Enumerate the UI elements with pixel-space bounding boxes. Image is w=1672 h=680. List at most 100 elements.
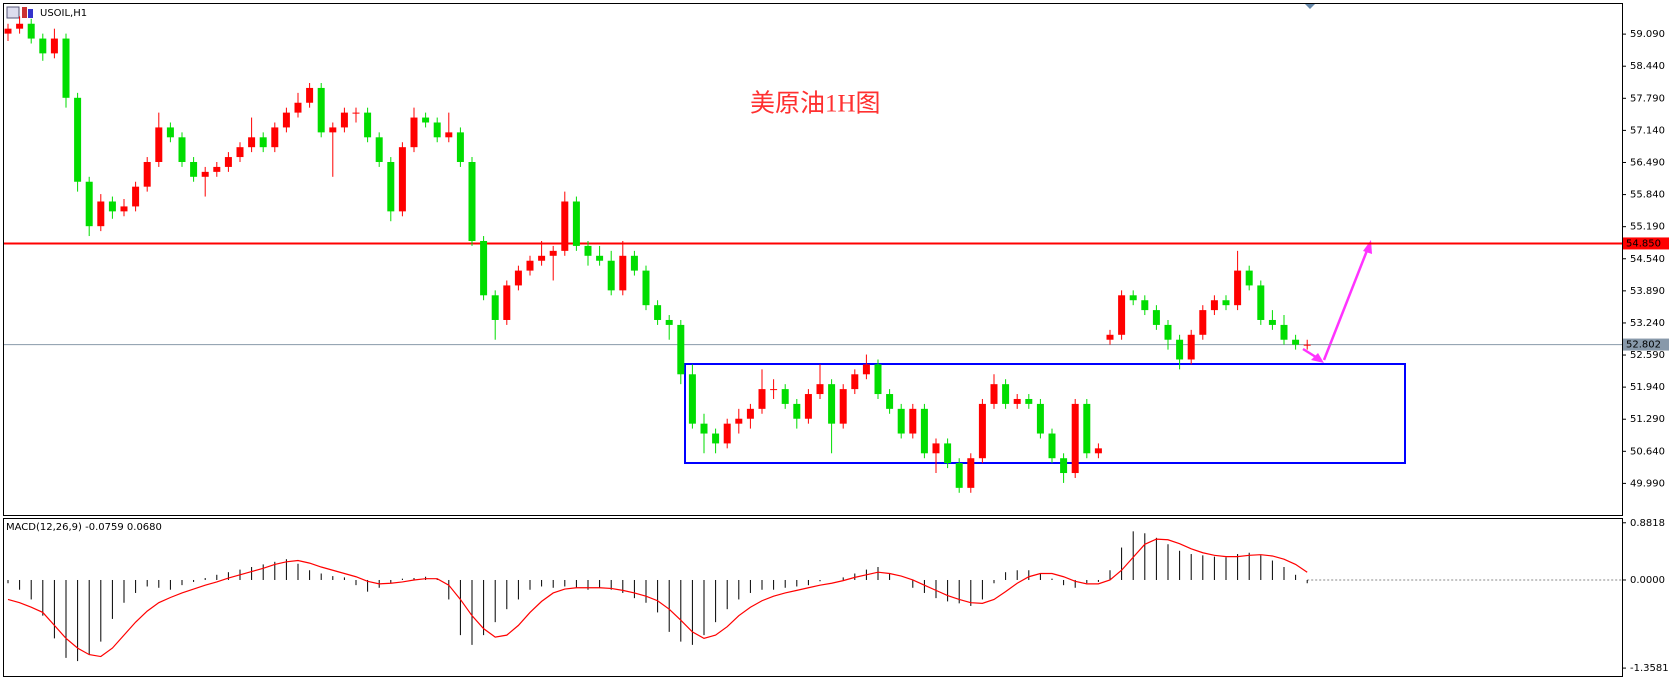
candle-body (4, 28, 12, 34)
candle-body (16, 23, 24, 29)
candle-body (213, 166, 221, 172)
candle-body (572, 201, 580, 246)
candle-body (909, 408, 917, 434)
macd-panel (3, 518, 1623, 677)
price-label-bg (1623, 338, 1669, 351)
candle-body (538, 255, 546, 261)
candle-body (340, 112, 348, 128)
candle-body (549, 250, 557, 256)
candle-body (178, 137, 186, 162)
candle-body (1002, 384, 1010, 404)
candle-body (166, 127, 174, 138)
candle-body (1187, 334, 1195, 360)
y-tick-label: 54.540 (1630, 254, 1665, 265)
candle-body (828, 384, 836, 424)
candle-body (62, 38, 70, 98)
icon-part (6, 6, 20, 19)
candle-body (584, 245, 592, 256)
y-tick-label: 59.090 (1630, 29, 1665, 40)
y-tick-label: 0.0000 (1630, 575, 1665, 586)
candle-body (271, 127, 279, 148)
candle-body (770, 389, 778, 391)
candle-body (1083, 403, 1091, 454)
candle-body (897, 408, 905, 434)
y-tick-label: 0.8818 (1630, 518, 1665, 529)
candle-body (1152, 310, 1160, 325)
candle-body (27, 23, 35, 39)
y-tick-label: -1.3581 (1630, 663, 1669, 674)
shift-marker (1305, 4, 1315, 9)
candle-body (688, 374, 696, 424)
candle-body (456, 132, 464, 162)
candle-body (248, 137, 256, 148)
candle-body (978, 403, 986, 459)
candle-body (851, 374, 859, 390)
annotation: 美原油1H图 (750, 90, 881, 118)
icon-part (22, 7, 27, 18)
candle-body (816, 384, 824, 395)
candle-body (224, 157, 232, 167)
candle-body (712, 433, 720, 444)
candle-body (352, 112, 360, 114)
candle-body (561, 201, 569, 251)
candle-body (329, 127, 337, 133)
candle-body (74, 97, 82, 182)
candle-body (1176, 339, 1184, 360)
price-label-bg (1623, 237, 1669, 250)
candle-body (491, 295, 499, 320)
price-label: 54.850 (1626, 238, 1661, 249)
candle-body (294, 102, 302, 113)
arrow-up (1322, 247, 1370, 361)
candle-body (132, 186, 140, 207)
candle-body (50, 38, 58, 54)
y-tick-label: 50.640 (1630, 446, 1665, 457)
candle-body (1106, 334, 1114, 340)
candle-body (1129, 295, 1137, 301)
candle-body (677, 324, 685, 375)
candle-body (282, 112, 290, 128)
macd-title: MACD(12,26,9) -0.0759 0.0680 (6, 522, 162, 533)
candle-body (1303, 344, 1311, 346)
icon-part (28, 9, 33, 18)
candle-body (97, 201, 105, 227)
candle-body (1257, 285, 1265, 320)
candle-body (642, 270, 650, 306)
candle-body (1036, 403, 1044, 434)
candle-body (630, 255, 638, 271)
price-label: 52.802 (1626, 340, 1661, 351)
candle-body (364, 112, 372, 138)
y-tick-label: 56.490 (1630, 157, 1665, 168)
candle-body (793, 403, 801, 419)
candle-body (143, 161, 151, 187)
candle-body (735, 418, 743, 424)
symbol-title: USOIL,H1 (40, 8, 87, 19)
candle-body (967, 458, 975, 488)
candle-body (1141, 300, 1149, 311)
candle-body (1222, 300, 1230, 306)
candle-body (607, 260, 615, 291)
candle-body (596, 255, 604, 261)
candle-body (1094, 448, 1102, 454)
candle-body (433, 122, 441, 138)
candle-body (1164, 324, 1172, 340)
candle-body (1060, 458, 1068, 474)
candle-body (839, 389, 847, 424)
y-tick-label: 51.940 (1630, 382, 1665, 393)
y-tick-label: 53.890 (1630, 286, 1665, 297)
candle-body (1268, 319, 1276, 325)
candle-body (422, 117, 430, 123)
candle-body (120, 206, 128, 212)
candle-body (781, 389, 789, 404)
price-panel (3, 3, 1623, 516)
candle-body (1071, 403, 1079, 474)
candle-body (990, 384, 998, 404)
symbol-icon (6, 6, 33, 19)
candle-body (468, 161, 476, 241)
candle-body (1199, 310, 1207, 335)
candle-body (1234, 270, 1242, 306)
candle-body (259, 137, 267, 148)
candle-body (85, 181, 93, 227)
candle-body (480, 240, 488, 296)
candle-body (886, 394, 894, 409)
